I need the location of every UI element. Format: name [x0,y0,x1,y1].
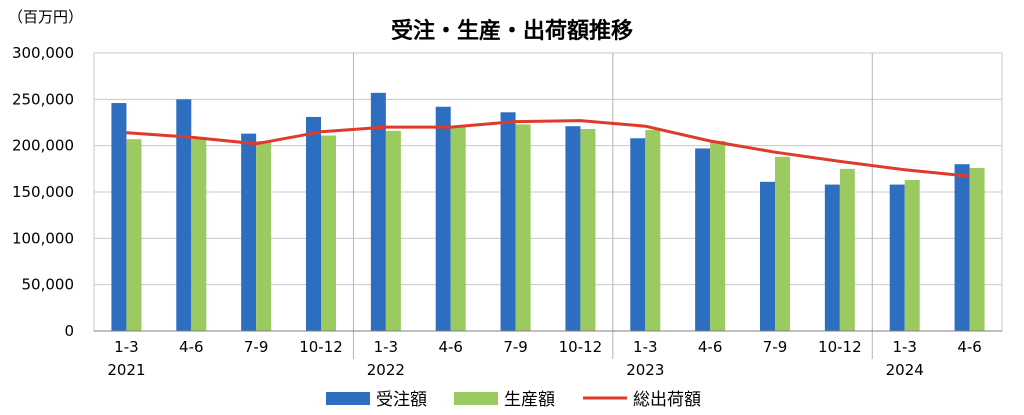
bar-orders [306,116,321,331]
year-label: 2022 [367,361,405,379]
bar-production [126,139,142,331]
x-tick-label: 10-12 [559,338,603,356]
legend-label: 生産額 [504,390,555,410]
bars [94,92,1002,332]
year-label: 2024 [886,361,924,379]
bar-production [969,167,985,331]
bar-production [256,141,272,331]
x-tick-label: 1-3 [374,338,399,356]
bar-production [385,130,401,331]
y-tick-label: 0 [64,322,74,340]
bar-orders [760,181,775,331]
legend-label: 総出荷額 [633,390,701,410]
x-tick-label: 10-12 [818,338,862,356]
legend: 受注額 生産額 総出荷額 [326,390,701,410]
x-tick-label: 1-3 [633,338,658,356]
x-tick-label: 4-6 [438,338,463,356]
year-label: 2021 [107,361,145,379]
legend-swatch [326,392,370,405]
y-tick-label: 50,000 [22,276,75,294]
y-tick-label: 200,000 [12,137,74,155]
y-tick-label: 150,000 [12,183,74,201]
line-series [126,119,970,178]
x-tick-label: 1-3 [114,338,139,356]
line-total-shipments [126,119,970,178]
x-tick-label: 7-9 [763,338,788,356]
bar-production [904,179,920,331]
legend-swatch [454,392,498,405]
bar-production [191,139,207,331]
legend-label: 受注額 [376,390,427,410]
bar-production [321,135,336,331]
bar-orders [889,184,905,331]
bar-orders [500,112,516,331]
bar-production [580,128,596,331]
bar-orders [435,106,451,331]
y-tick-label: 300,000 [12,44,74,62]
bar-orders [241,133,257,331]
x-tick-label: 4-6 [957,338,982,356]
unit-label: （百万円） [8,8,83,26]
x-tick-label: 4-6 [179,338,204,356]
bar-production [710,141,726,331]
y-tick-label: 250,000 [12,90,74,108]
y-tick-label: 100,000 [12,229,74,247]
bar-orders [176,99,192,331]
bar-production [515,124,531,331]
x-tick-label: 10-12 [299,338,343,356]
x-tick-label: 7-9 [244,338,269,356]
y-axis-ticks: 0 50,000 100,000 150,000 200,000 250,000 300,0… [12,44,74,340]
bar-orders [630,138,646,331]
bar-orders [111,103,127,331]
bar-orders [954,164,970,331]
bar-production [775,156,790,331]
bar-orders [824,184,840,331]
grid [93,52,1003,359]
bar-orders [370,92,386,331]
bar-orders [565,126,581,331]
x-tick-label: 7-9 [503,338,528,356]
bar-orders [695,148,711,331]
bar-production [645,129,661,331]
x-axis: 1-3 4-6 7-9 10-12 1-3 4-6 7-9 10-12 1-3 4-6 7-9 10-… [107,338,981,379]
bar-production [839,168,855,331]
x-tick-label: 4-6 [698,338,723,356]
year-label: 2023 [626,361,664,379]
chart-title: 受注・生産・出荷額推移 [391,18,633,44]
bar-production [450,127,466,331]
x-tick-label: 1-3 [892,338,917,356]
